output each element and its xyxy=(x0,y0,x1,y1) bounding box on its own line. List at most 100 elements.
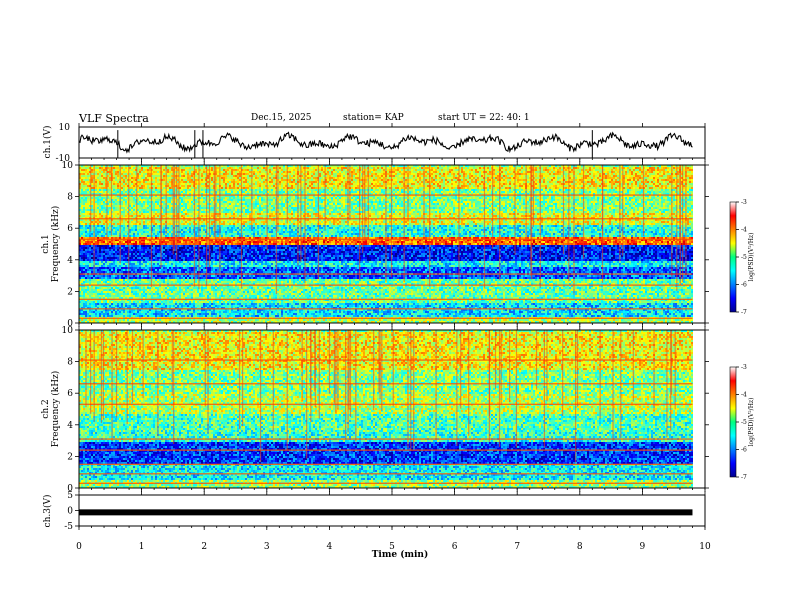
ch1-spec-cell xyxy=(329,167,331,169)
ch1-spec-cell xyxy=(153,169,155,171)
ch1-spec-cell xyxy=(249,167,251,169)
ch1-spec-cell xyxy=(437,167,439,169)
ch1-spec-cell xyxy=(625,169,627,171)
ch1-spec-cell xyxy=(99,169,101,171)
ch1-waveform-panel: 10 -10 ch.1(V) xyxy=(42,123,705,164)
ch1-spec-cell xyxy=(229,169,231,171)
ch1-spec-cell xyxy=(419,167,421,169)
ch1-spec-cell xyxy=(189,167,191,169)
ch1-spec-cell xyxy=(295,169,297,171)
ch1-spec-cell xyxy=(191,167,193,169)
ch1-spec-cell xyxy=(211,169,213,171)
ch1-spec-cell xyxy=(455,169,457,171)
ch1-spec-cell xyxy=(649,167,651,169)
ch1-spec-cell xyxy=(339,169,341,171)
ch1-spec-cell xyxy=(283,169,285,171)
ch1-spec-cell xyxy=(471,169,473,171)
ch1-spec-cell xyxy=(657,169,659,171)
ch1-spec-cell xyxy=(123,167,125,169)
ch1-spec-cell xyxy=(87,169,89,171)
ch1-spec-cell xyxy=(547,169,549,171)
ch1-spec-cell xyxy=(153,171,155,173)
ch1-spec-cell xyxy=(557,167,559,169)
ch1-spec-cell xyxy=(185,167,187,169)
ch1-spec-cell xyxy=(261,169,263,171)
ch1-spec-cell xyxy=(633,169,635,171)
ch1-spec-cell xyxy=(343,167,345,169)
ch1-spec-cell xyxy=(115,171,117,173)
ch1-spec-cell xyxy=(95,167,97,169)
ch1-spec-cell xyxy=(425,169,427,171)
ch1-spec-cell xyxy=(345,169,347,171)
ch1-spec-cell xyxy=(271,169,273,171)
ch1-spec-cell xyxy=(427,169,429,171)
ch1-spec-cell xyxy=(489,169,491,171)
ch1-spec-cell xyxy=(463,167,465,169)
ch1-spec-cell xyxy=(247,167,249,169)
ch1-spec-cell xyxy=(577,169,579,171)
ch1-spec-cell xyxy=(149,171,151,173)
ch1-spec-cell xyxy=(351,169,353,171)
ch1-spec-cell xyxy=(659,169,661,171)
ch1-spec-cell xyxy=(691,167,693,169)
ch1-spec-cell xyxy=(255,169,257,171)
ch1-spec-cell xyxy=(101,167,103,169)
ch1-spec-cell xyxy=(627,167,629,169)
ch1-spec-cell xyxy=(189,169,191,171)
ch1-spec-cell xyxy=(401,167,403,169)
ch1-spec-cell xyxy=(535,169,537,171)
ch1-spec-cell xyxy=(443,167,445,169)
ch1-spec-cell xyxy=(551,169,553,171)
ch1-spec-cell xyxy=(337,169,339,171)
ch1-spec-cell xyxy=(327,167,329,169)
ch1-spec-cell xyxy=(235,171,237,173)
ch1-spec-cell xyxy=(261,167,263,169)
ch1-spec-cell xyxy=(547,167,549,169)
ch1-spec-cell xyxy=(593,167,595,169)
ch1-spec-cell xyxy=(335,167,337,169)
ch1-spec-cell xyxy=(437,169,439,171)
ch1-spec-cell xyxy=(81,169,83,171)
ch1-spec-cell xyxy=(245,167,247,169)
ch1-spec-cell xyxy=(259,167,261,169)
ch1-spec-cell xyxy=(133,169,135,171)
ch1-spec-cell xyxy=(207,171,209,173)
ch1-spec-cell xyxy=(335,169,337,171)
ch1-spec-cell xyxy=(327,169,329,171)
ch1-spec-cell xyxy=(333,169,335,171)
ch1-spec-cell xyxy=(653,167,655,169)
ch1-spec-cell xyxy=(477,167,479,169)
ch1-spec-cell xyxy=(121,171,123,173)
ch1-spec-cell xyxy=(615,167,617,169)
ch1-spec-cell xyxy=(169,171,171,173)
ch1-spec-cell xyxy=(543,169,545,171)
ch1-spec-cell xyxy=(321,167,323,169)
ch1-spec-cell xyxy=(379,169,381,171)
ch1-spec-cell xyxy=(395,169,397,171)
ch1-spec-cell xyxy=(503,167,505,169)
ch1-spec-cell xyxy=(687,169,689,171)
ch1-spec-cell xyxy=(331,167,333,169)
ch1-spec-cell xyxy=(433,169,435,171)
ch1-spec-cell xyxy=(609,167,611,169)
ch1-spec-cell xyxy=(541,167,543,169)
ch1-spec-cell xyxy=(153,167,155,169)
ch1-spec-cell xyxy=(527,169,529,171)
ch1-spec-cell xyxy=(647,167,649,169)
ch1-spec-cell xyxy=(565,167,567,169)
ch1-spec-cell xyxy=(185,169,187,171)
ch1-spec-cell xyxy=(191,169,193,171)
ch1-spec-cell xyxy=(527,167,529,169)
ch1-spec-cell xyxy=(181,171,183,173)
ch1-spec-cell xyxy=(123,169,125,171)
ch1-spec-cell xyxy=(147,171,149,173)
ch1-spec-cell xyxy=(233,167,235,169)
ch1-spec-cell xyxy=(635,169,637,171)
ch1-spec-cell xyxy=(489,167,491,169)
ch1-spec-cell xyxy=(383,167,385,169)
ch1-spec-cell xyxy=(473,169,475,171)
ch1-spec-cell xyxy=(315,169,317,171)
ch1-spec-cell xyxy=(561,169,563,171)
ch1-spec-cell xyxy=(649,169,651,171)
ch1-spec-cell xyxy=(125,171,127,173)
